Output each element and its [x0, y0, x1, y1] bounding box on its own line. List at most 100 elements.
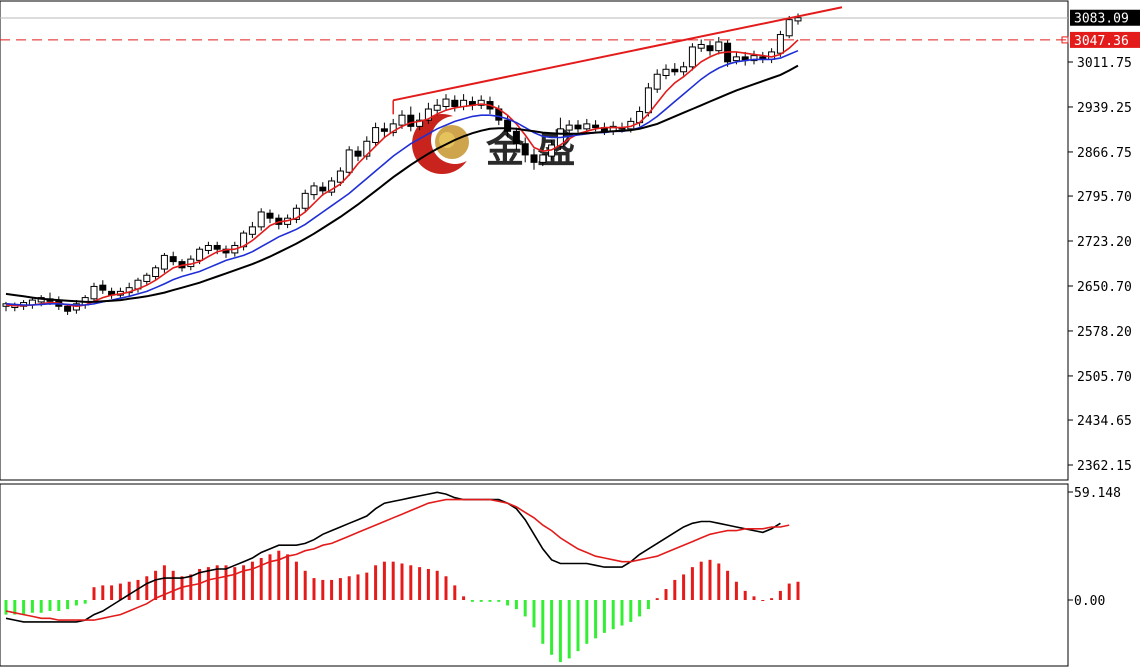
macd-histogram-bar	[752, 596, 756, 600]
macd-signal-line	[5, 498, 790, 621]
candle	[671, 68, 679, 73]
macd-histogram-bar	[541, 600, 545, 644]
current-price-box	[1070, 9, 1140, 26]
macd-histogram-bar	[101, 585, 105, 600]
macd-histogram-bar	[479, 600, 483, 602]
macd-histogram-bar	[356, 574, 360, 600]
macd-histogram-bar	[83, 600, 87, 604]
macd-histogram-bar	[778, 590, 782, 600]
candle	[776, 34, 784, 54]
trendline-layer	[392, 6, 843, 115]
candles-layer	[2, 13, 802, 315]
macd-histogram-bar	[330, 579, 334, 600]
macd-histogram-bar	[497, 600, 501, 602]
macd-histogram-bar	[224, 565, 228, 600]
candle	[565, 124, 573, 131]
price-tick-label: 2650.70	[1077, 280, 1132, 295]
candle	[319, 186, 327, 192]
macd-histogram-bar	[664, 589, 668, 600]
candle	[354, 150, 362, 157]
macd-histogram-bar	[488, 600, 492, 602]
price-tick-label: 2434.65	[1077, 414, 1132, 429]
macd-histogram-bar	[620, 600, 624, 626]
candle	[345, 149, 353, 173]
macd-histogram-layer	[4, 550, 800, 663]
macd-histogram-bar	[655, 598, 659, 600]
candle	[266, 212, 274, 219]
price-tick-label: 2939.25	[1077, 101, 1132, 116]
macd-histogram-bar	[13, 600, 17, 615]
macd-histogram-bar	[171, 570, 175, 600]
macd-histogram-bar	[550, 600, 554, 655]
candle	[750, 55, 758, 62]
macd-histogram-bar	[418, 567, 422, 600]
macd-histogram-bar	[673, 579, 677, 600]
candle	[398, 114, 406, 126]
price-tick-label: 2505.70	[1077, 370, 1132, 385]
macd-lines-layer	[5, 491, 790, 623]
candle	[196, 248, 204, 261]
macd-histogram-bar	[682, 574, 686, 600]
macd-histogram-bar	[162, 565, 166, 600]
macd-histogram-bar	[602, 600, 606, 633]
candle	[662, 68, 670, 76]
candle	[257, 211, 265, 228]
macd-histogram-bar	[154, 570, 158, 600]
marked-price-marker	[1061, 36, 1069, 44]
macd-histogram-bar	[66, 600, 70, 610]
current-price-label: 3083.09	[1074, 12, 1129, 27]
macd-histogram-bar	[321, 579, 325, 600]
candle	[143, 274, 151, 282]
macd-histogram-bar	[391, 561, 395, 600]
macd-histogram-bar	[717, 563, 721, 600]
candle	[530, 154, 538, 163]
candle	[653, 73, 661, 90]
macd-histogram-bar	[444, 576, 448, 600]
macd-histogram-bar	[242, 565, 246, 600]
candle	[592, 124, 600, 129]
candle	[706, 45, 714, 52]
candle	[336, 170, 344, 183]
ma-slow-line	[5, 64, 799, 303]
candle	[99, 284, 107, 291]
candle	[442, 98, 450, 108]
macd-histogram-bar	[576, 600, 580, 652]
resistance-trendline	[392, 6, 843, 102]
macd-histogram-bar	[532, 600, 536, 628]
candle	[169, 256, 177, 263]
macd-histogram-bar	[39, 600, 43, 613]
candle	[504, 119, 512, 132]
candle	[732, 56, 740, 62]
macd-histogram-bar	[127, 581, 131, 600]
moving-averages-layer	[5, 39, 799, 308]
macd-tick-label: 0.00	[1074, 594, 1105, 609]
ma-fast-line	[5, 39, 799, 308]
macd-histogram-bar	[110, 585, 114, 600]
candle	[433, 104, 441, 111]
price-tick-label: 3011.75	[1077, 56, 1132, 71]
macd-histogram-bar	[180, 576, 184, 600]
macd-histogram-bar	[514, 600, 518, 610]
macd-histogram-bar	[198, 568, 202, 600]
macd-histogram-bar	[611, 600, 615, 630]
macd-histogram-bar	[523, 600, 527, 617]
candle	[310, 185, 318, 196]
candle	[152, 267, 160, 277]
candle	[583, 123, 591, 130]
candle	[248, 226, 256, 235]
macd-histogram-bar	[435, 570, 439, 600]
price-axis: 3011.75 2939.25 2866.75 2795.70 2723.20 2650.…	[1061, 9, 1140, 474]
macd-histogram-bar	[726, 570, 730, 600]
macd-histogram-bar	[646, 600, 650, 610]
candle	[697, 43, 705, 49]
macd-histogram-bar	[136, 579, 140, 600]
macd-histogram-bar	[259, 558, 263, 600]
macd-histogram-bar	[699, 561, 703, 600]
macd-histogram-bar	[189, 574, 193, 600]
macd-histogram-bar	[57, 600, 61, 611]
price-panel-frame	[0, 0, 1069, 481]
macd-histogram-bar	[233, 567, 237, 600]
macd-histogram-bar	[277, 550, 281, 600]
macd-axis: 59.148 0.00	[1068, 486, 1121, 609]
